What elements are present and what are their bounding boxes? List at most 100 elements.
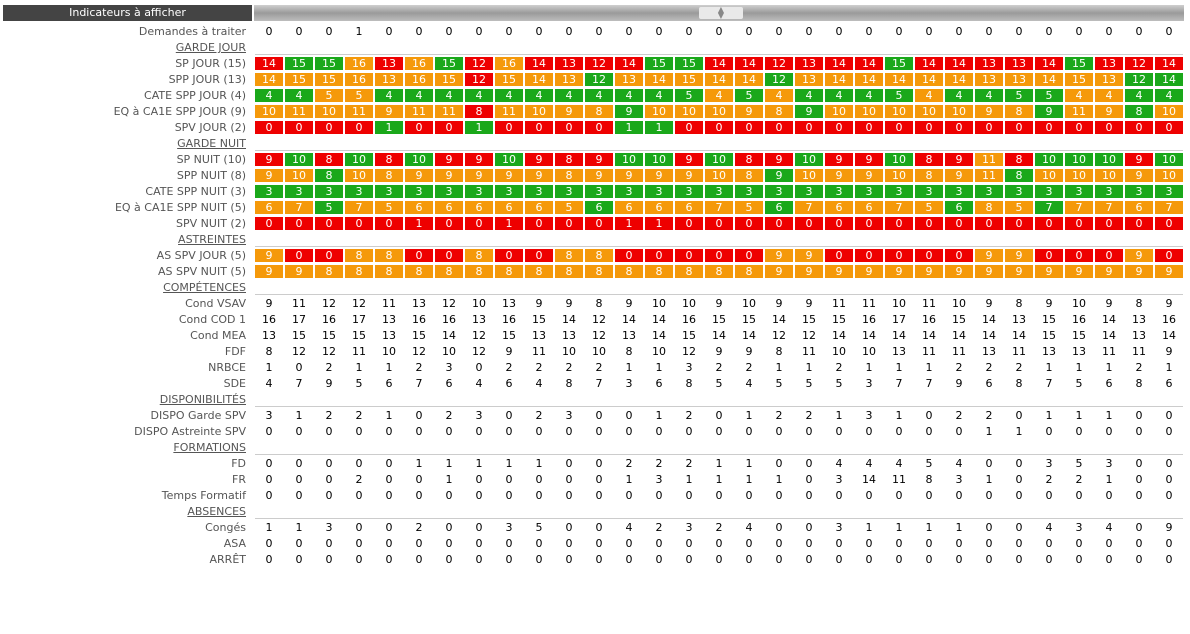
indicator-cell[interactable]: 13	[375, 73, 403, 86]
indicator-cell[interactable]: 4	[495, 89, 523, 102]
indicator-cell[interactable]: 0	[945, 249, 973, 262]
indicator-cell[interactable]: 10	[645, 153, 673, 166]
indicator-cell[interactable]: 6	[435, 201, 463, 214]
indicator-cell[interactable]: 10	[405, 153, 433, 166]
indicator-cell[interactable]: 3	[375, 185, 403, 198]
indicator-cell[interactable]: 4	[255, 89, 283, 102]
indicator-cell[interactable]: 10	[1155, 105, 1183, 118]
indicator-cell[interactable]: 15	[285, 57, 313, 70]
indicator-cell[interactable]: 9	[945, 153, 973, 166]
indicator-cell[interactable]: 3	[675, 185, 703, 198]
indicator-cell[interactable]: 7	[285, 201, 313, 214]
indicator-cell[interactable]: 10	[885, 153, 913, 166]
indicator-cell[interactable]: 7	[1065, 201, 1093, 214]
indicator-cell[interactable]: 14	[705, 73, 733, 86]
indicator-cell[interactable]: 9	[825, 153, 853, 166]
indicator-cell[interactable]: 10	[1035, 169, 1063, 182]
indicator-cell[interactable]: 4	[795, 89, 823, 102]
indicator-cell[interactable]: 0	[1125, 121, 1153, 134]
indicator-cell[interactable]: 0	[285, 121, 313, 134]
indicator-cell[interactable]: 15	[1065, 57, 1093, 70]
indicator-cell[interactable]: 14	[915, 73, 943, 86]
indicator-cell[interactable]: 9	[855, 153, 883, 166]
indicator-cell[interactable]: 16	[345, 73, 373, 86]
indicator-cell[interactable]: 9	[765, 169, 793, 182]
indicator-cell[interactable]: 9	[255, 169, 283, 182]
indicator-cell[interactable]: 10	[915, 105, 943, 118]
indicator-cell[interactable]: 10	[345, 169, 373, 182]
indicator-cell[interactable]: 0	[675, 121, 703, 134]
indicator-cell[interactable]: 5	[915, 201, 943, 214]
indicator-cell[interactable]: 0	[285, 217, 313, 230]
indicator-cell[interactable]: 0	[435, 217, 463, 230]
indicator-cell[interactable]: 10	[285, 169, 313, 182]
indicator-cell[interactable]: 8	[375, 265, 403, 278]
indicator-cell[interactable]: 3	[315, 185, 343, 198]
indicator-cell[interactable]: 0	[435, 249, 463, 262]
indicator-cell[interactable]: 4	[1125, 89, 1153, 102]
indicator-cell[interactable]: 14	[1035, 57, 1063, 70]
indicator-cell[interactable]: 14	[855, 73, 883, 86]
indicator-cell[interactable]: 7	[705, 201, 733, 214]
indicator-cell[interactable]: 10	[645, 105, 673, 118]
indicator-cell[interactable]: 0	[975, 217, 1003, 230]
indicator-cell[interactable]: 0	[1095, 249, 1123, 262]
indicator-cell[interactable]: 14	[885, 73, 913, 86]
indicator-cell[interactable]: 8	[1005, 153, 1033, 166]
indicator-cell[interactable]: 0	[705, 249, 733, 262]
indicator-cell[interactable]: 16	[405, 73, 433, 86]
indicator-cell[interactable]: 3	[735, 185, 763, 198]
indicator-cell[interactable]: 11	[975, 169, 1003, 182]
indicator-cell[interactable]: 0	[1005, 121, 1033, 134]
indicator-cell[interactable]: 10	[795, 153, 823, 166]
indicator-cell[interactable]: 11	[1065, 105, 1093, 118]
indicator-cell[interactable]: 0	[915, 217, 943, 230]
indicator-cell[interactable]: 5	[1005, 89, 1033, 102]
indicator-cell[interactable]: 10	[1095, 153, 1123, 166]
indicator-cell[interactable]: 0	[825, 121, 853, 134]
indicator-cell[interactable]: 8	[465, 249, 493, 262]
indicator-cell[interactable]: 14	[1155, 73, 1183, 86]
indicator-cell[interactable]: 8	[915, 169, 943, 182]
indicator-cell[interactable]: 5	[555, 201, 583, 214]
indicator-cell[interactable]: 3	[1125, 185, 1153, 198]
indicator-cell[interactable]: 0	[405, 249, 433, 262]
indicator-cell[interactable]: 9	[675, 169, 703, 182]
indicator-cell[interactable]: 10	[1035, 153, 1063, 166]
indicator-cell[interactable]: 0	[435, 121, 463, 134]
indicator-cell[interactable]: 4	[285, 89, 313, 102]
indicator-cell[interactable]: 10	[345, 153, 373, 166]
indicator-cell[interactable]: 0	[705, 121, 733, 134]
indicator-cell[interactable]: 9	[495, 169, 523, 182]
indicator-cell[interactable]: 13	[1095, 73, 1123, 86]
indicator-cell[interactable]: 15	[885, 57, 913, 70]
indicator-cell[interactable]: 6	[645, 201, 673, 214]
indicator-cell[interactable]: 8	[765, 105, 793, 118]
indicator-cell[interactable]: 8	[585, 105, 613, 118]
indicator-cell[interactable]: 15	[315, 57, 343, 70]
indicator-cell[interactable]: 0	[1065, 217, 1093, 230]
indicator-cell[interactable]: 13	[615, 73, 643, 86]
indicator-cell[interactable]: 3	[855, 185, 883, 198]
indicator-cell[interactable]: 13	[795, 73, 823, 86]
indicator-cell[interactable]: 10	[795, 169, 823, 182]
indicator-cell[interactable]: 9	[975, 265, 1003, 278]
indicator-cell[interactable]: 16	[495, 57, 523, 70]
indicator-cell[interactable]: 9	[435, 153, 463, 166]
indicator-cell[interactable]: 0	[585, 121, 613, 134]
indicator-cell[interactable]: 10	[1155, 153, 1183, 166]
indicator-cell[interactable]: 8	[375, 169, 403, 182]
indicator-cell[interactable]: 3	[975, 185, 1003, 198]
indicator-cell[interactable]: 9	[855, 169, 883, 182]
indicator-cell[interactable]: 0	[405, 121, 433, 134]
indicator-cell[interactable]: 1	[615, 217, 643, 230]
indicator-cell[interactable]: 8	[435, 265, 463, 278]
indicator-cell[interactable]: 14	[1155, 57, 1183, 70]
indicator-cell[interactable]: 4	[705, 89, 733, 102]
indicator-cell[interactable]: 6	[495, 201, 523, 214]
indicator-cell[interactable]: 3	[555, 185, 583, 198]
indicator-cell[interactable]: 5	[375, 201, 403, 214]
indicator-cell[interactable]: 14	[825, 73, 853, 86]
indicator-cell[interactable]: 0	[825, 217, 853, 230]
indicator-cell[interactable]: 0	[945, 217, 973, 230]
